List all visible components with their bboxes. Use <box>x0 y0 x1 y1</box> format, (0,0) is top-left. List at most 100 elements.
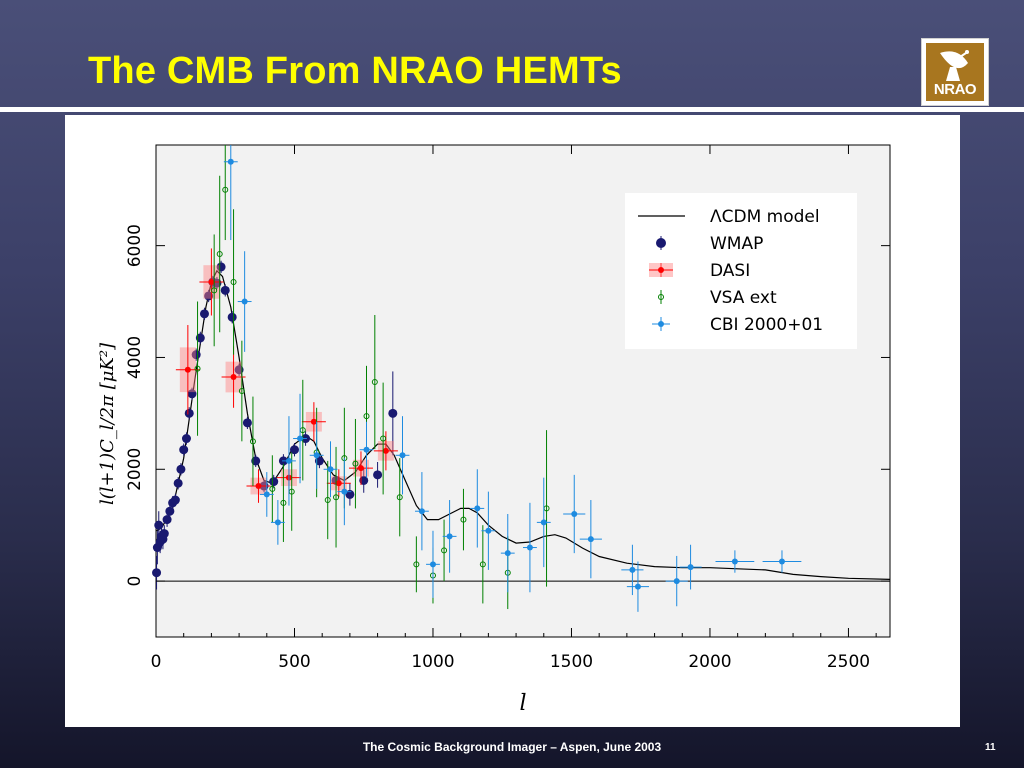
data-point <box>540 519 547 526</box>
data-point <box>327 466 334 473</box>
x-tick-label: 1500 <box>550 652 593 672</box>
footer-text: The Cosmic Background Imager – Aspen, Ju… <box>362 740 662 754</box>
x-tick-label: 2000 <box>688 652 731 672</box>
data-point <box>371 379 378 386</box>
y-tick-label: 0 <box>125 576 145 587</box>
data-point <box>251 456 261 466</box>
data-point <box>526 544 533 551</box>
data-point <box>249 438 256 445</box>
data-point <box>170 495 180 505</box>
data-point <box>359 475 369 485</box>
data-point <box>778 558 785 565</box>
data-point <box>388 408 398 418</box>
figure-panel: 0 500 1000 1500 2000 2500 0 2000 4000 6000 ΛCDM m… <box>65 115 960 727</box>
data-point <box>230 374 237 381</box>
legend-label: VSA ext <box>710 288 777 308</box>
data-point <box>194 365 201 372</box>
data-point <box>184 408 194 418</box>
data-point <box>634 583 641 590</box>
data-point <box>363 446 370 453</box>
legend-label: WMAP <box>710 234 763 254</box>
data-point <box>399 452 406 459</box>
data-point <box>352 460 359 467</box>
data-point <box>504 550 511 557</box>
y-axis-label: l(l+1)C_l/2π [μK²] <box>97 342 118 505</box>
data-point <box>441 547 448 554</box>
data-point <box>187 389 197 399</box>
legend-symbol <box>656 236 666 250</box>
data-point <box>204 291 214 301</box>
data-point <box>314 456 324 466</box>
data-point <box>199 309 209 319</box>
slide-title: The CMB From NRAO HEMTs <box>88 50 622 92</box>
data-point <box>357 465 364 472</box>
data-point <box>310 418 317 425</box>
data-point <box>731 558 738 565</box>
data-point <box>241 298 248 305</box>
data-point <box>184 366 191 373</box>
data-point <box>176 464 186 474</box>
data-point <box>629 566 636 573</box>
data-point <box>227 312 237 322</box>
series-wmap <box>152 260 398 590</box>
data-point <box>255 483 262 490</box>
x-tick-label: 500 <box>278 652 310 672</box>
y-tick-label: 6000 <box>125 224 145 267</box>
data-point <box>269 477 279 487</box>
title-divider <box>0 107 1024 112</box>
legend-symbol <box>649 263 673 277</box>
cmb-power-spectrum-chart: 0 500 1000 1500 2000 2500 0 2000 4000 6000 ΛCDM m… <box>97 144 891 716</box>
data-point <box>335 480 342 487</box>
nrao-logo: NRAO <box>921 38 989 106</box>
x-tick-label: 1000 <box>411 652 454 672</box>
data-point <box>230 278 237 285</box>
data-point <box>173 478 183 488</box>
data-point <box>474 505 481 512</box>
page-number: 11 <box>985 742 996 753</box>
data-point <box>227 158 234 165</box>
data-point <box>413 561 420 568</box>
logo-text: NRAO <box>933 81 977 98</box>
data-point <box>208 278 215 285</box>
data-point <box>345 489 355 499</box>
data-point <box>152 568 162 578</box>
data-point <box>216 262 226 272</box>
data-point <box>269 485 276 492</box>
data-point <box>263 491 270 498</box>
data-point <box>341 488 348 495</box>
data-point <box>479 561 486 568</box>
data-point <box>687 564 694 571</box>
data-point <box>220 285 230 295</box>
data-point <box>154 520 164 530</box>
x-tick-label: 2500 <box>827 652 870 672</box>
data-point <box>324 497 331 504</box>
data-point <box>587 536 594 543</box>
legend-symbol <box>658 290 664 304</box>
y-tick-label: 4000 <box>125 336 145 379</box>
data-point <box>274 519 281 526</box>
data-point <box>165 506 175 516</box>
data-point <box>313 452 320 459</box>
data-point <box>211 287 218 294</box>
data-point <box>289 445 299 455</box>
data-point <box>238 388 245 394</box>
data-point <box>485 527 492 534</box>
legend-symbol <box>652 317 670 331</box>
data-point <box>179 445 189 455</box>
data-point <box>297 435 304 442</box>
data-point <box>191 350 201 360</box>
x-tick-label: 0 <box>151 652 162 672</box>
data-point <box>280 499 287 506</box>
data-point <box>159 529 169 539</box>
legend-label: DASI <box>710 261 750 281</box>
data-point <box>285 457 292 464</box>
data-point <box>234 365 244 375</box>
data-point <box>212 278 222 288</box>
legend-label: ΛCDM model <box>710 207 820 227</box>
data-point <box>242 418 252 428</box>
data-point <box>460 516 467 523</box>
data-point <box>363 413 370 420</box>
data-point <box>222 186 229 193</box>
data-point <box>162 515 172 525</box>
data-point <box>333 494 340 501</box>
